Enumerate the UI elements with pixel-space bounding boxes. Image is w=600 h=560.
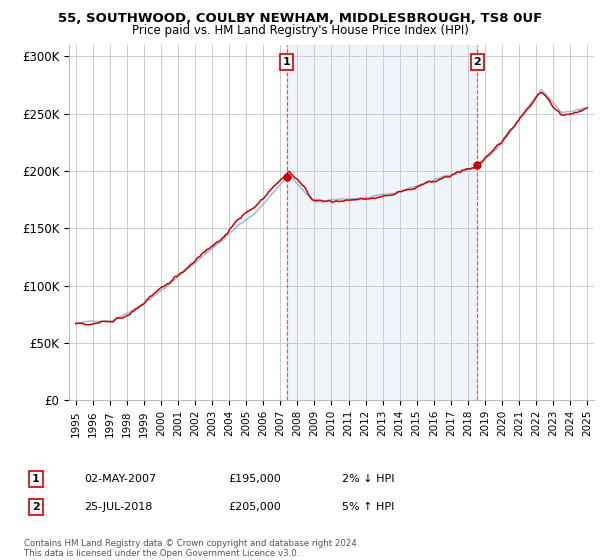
Text: 02-MAY-2007: 02-MAY-2007 bbox=[84, 474, 156, 484]
Text: 2: 2 bbox=[473, 57, 481, 67]
Text: £205,000: £205,000 bbox=[228, 502, 281, 512]
Text: 2% ↓ HPI: 2% ↓ HPI bbox=[342, 474, 395, 484]
Bar bbox=[287, 45, 477, 400]
Text: Contains HM Land Registry data © Crown copyright and database right 2024.
This d: Contains HM Land Registry data © Crown c… bbox=[24, 539, 359, 558]
Text: 1: 1 bbox=[32, 474, 40, 484]
Text: 5% ↑ HPI: 5% ↑ HPI bbox=[342, 502, 394, 512]
Text: Price paid vs. HM Land Registry's House Price Index (HPI): Price paid vs. HM Land Registry's House … bbox=[131, 24, 469, 36]
Text: 2: 2 bbox=[32, 502, 40, 512]
Text: 55, SOUTHWOOD, COULBY NEWHAM, MIDDLESBROUGH, TS8 0UF: 55, SOUTHWOOD, COULBY NEWHAM, MIDDLESBRO… bbox=[58, 12, 542, 25]
Text: 25-JUL-2018: 25-JUL-2018 bbox=[84, 502, 152, 512]
Text: 1: 1 bbox=[283, 57, 290, 67]
Text: £195,000: £195,000 bbox=[228, 474, 281, 484]
